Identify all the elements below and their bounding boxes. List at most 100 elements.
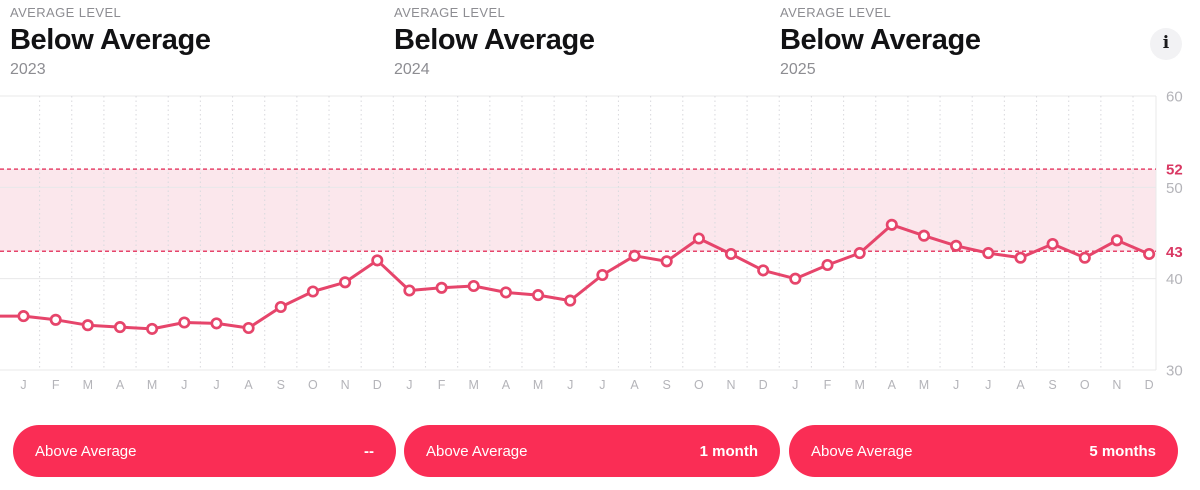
month-tick-label: J <box>181 378 187 392</box>
month-tick-label: F <box>52 378 60 392</box>
data-point[interactable] <box>789 272 802 285</box>
year-panel-header-2023: AVERAGE LEVEL Below Average 2023 <box>10 3 211 79</box>
data-point[interactable] <box>499 286 512 299</box>
month-tick-label: M <box>533 378 543 392</box>
month-tick-label: J <box>985 378 991 392</box>
month-tick-label: A <box>502 378 511 392</box>
data-point[interactable] <box>950 239 963 252</box>
data-point[interactable] <box>17 310 30 323</box>
data-point[interactable] <box>596 268 609 282</box>
data-point[interactable] <box>403 284 416 297</box>
month-tick-label: A <box>888 378 897 392</box>
data-point[interactable] <box>49 313 62 326</box>
month-tick-label: A <box>116 378 125 392</box>
data-point[interactable] <box>371 254 384 267</box>
above-average-summary-pill-2023[interactable]: Above Average -- <box>13 425 396 477</box>
average-level-eyebrow: AVERAGE LEVEL <box>780 5 892 20</box>
data-point[interactable] <box>821 258 834 272</box>
data-point[interactable] <box>982 247 995 260</box>
month-tick-label: D <box>759 378 768 392</box>
month-tick-label: J <box>20 378 26 392</box>
month-tick-label: N <box>341 378 350 392</box>
info-icon: i <box>1162 32 1170 53</box>
data-point[interactable] <box>242 321 255 335</box>
average-level-eyebrow: AVERAGE LEVEL <box>10 5 122 20</box>
pill-label: Above Average <box>811 442 913 460</box>
data-point[interactable] <box>724 247 738 261</box>
month-tick-label: M <box>83 378 93 392</box>
month-tick-label: M <box>919 378 929 392</box>
month-tick-label: S <box>663 378 671 392</box>
info-button[interactable]: i <box>1150 28 1182 60</box>
month-tick-label: A <box>244 378 253 392</box>
month-tick-label: O <box>1080 378 1090 392</box>
year-label: 2025 <box>780 61 816 78</box>
data-point[interactable] <box>1014 251 1027 264</box>
month-tick-label: J <box>599 378 605 392</box>
data-point[interactable] <box>435 281 448 294</box>
data-point[interactable] <box>306 285 319 298</box>
data-point[interactable] <box>113 321 127 334</box>
above-average-summary-pill-2025[interactable]: Above Average 5 months <box>789 425 1178 477</box>
pill-value: 1 month <box>699 442 758 460</box>
data-point[interactable] <box>692 232 705 245</box>
data-point[interactable] <box>1110 234 1123 247</box>
average-level-value: Below Average <box>394 24 595 56</box>
month-tick-label: D <box>1145 378 1154 392</box>
month-tick-label: S <box>277 378 285 392</box>
pill-label: Above Average <box>35 442 137 460</box>
data-point[interactable] <box>146 322 159 335</box>
reference-band <box>0 169 1156 252</box>
month-tick-label: J <box>567 378 573 392</box>
data-point[interactable] <box>178 316 191 329</box>
data-point[interactable] <box>532 289 545 302</box>
y-tick-label: 60 <box>1166 90 1183 106</box>
month-tick-label: M <box>854 378 864 392</box>
data-point[interactable] <box>885 218 898 231</box>
month-tick-label: F <box>824 378 832 392</box>
average-level-value: Below Average <box>780 24 981 56</box>
month-tick-label: A <box>630 378 639 392</box>
data-point[interactable] <box>564 294 577 307</box>
month-tick-label: O <box>308 378 318 392</box>
data-point[interactable] <box>917 229 931 242</box>
data-point[interactable] <box>467 279 480 293</box>
monthly-trend-chart[interactable]: J F M A M J J A S O N D J F M A M J J A S O N D J F M A M J J A S O N D 60 50… <box>0 90 1200 400</box>
average-level-eyebrow: AVERAGE LEVEL <box>394 5 506 20</box>
data-point[interactable] <box>660 255 673 268</box>
month-tick-label: N <box>1112 378 1121 392</box>
month-tick-label: D <box>373 378 382 392</box>
data-point[interactable] <box>274 300 287 314</box>
data-point[interactable] <box>339 276 352 289</box>
year-panel-header-2025: AVERAGE LEVEL Below Average 2025 <box>780 3 981 79</box>
month-tick-label: J <box>406 378 412 392</box>
month-tick-label: O <box>694 378 704 392</box>
data-point[interactable] <box>1078 251 1091 264</box>
month-tick-label: M <box>147 378 157 392</box>
data-point[interactable] <box>628 249 641 262</box>
month-tick-label: N <box>726 378 735 392</box>
y-tick-label-accent: 43 <box>1166 244 1183 261</box>
year-label: 2023 <box>10 61 46 78</box>
month-tick-label: A <box>1016 378 1025 392</box>
y-tick-label: 50 <box>1166 180 1183 197</box>
month-tick-label: J <box>213 378 219 392</box>
y-tick-label-accent: 52 <box>1166 162 1183 179</box>
data-point[interactable] <box>210 317 223 330</box>
data-point[interactable] <box>757 264 770 277</box>
month-tick-label: F <box>438 378 446 392</box>
above-average-summary-pill-2024[interactable]: Above Average 1 month <box>404 425 780 477</box>
data-point[interactable] <box>1143 247 1156 261</box>
year-panel-header-2024: AVERAGE LEVEL Below Average 2024 <box>394 3 595 79</box>
data-point[interactable] <box>853 247 866 260</box>
y-tick-label: 30 <box>1166 363 1183 380</box>
average-level-value: Below Average <box>10 24 211 56</box>
month-tick-label: S <box>1048 378 1056 392</box>
year-label: 2024 <box>394 61 430 78</box>
data-point[interactable] <box>1046 237 1059 251</box>
pill-value: -- <box>364 442 374 460</box>
month-tick-label: M <box>468 378 478 392</box>
month-tick-label: J <box>792 378 798 392</box>
data-point[interactable] <box>81 319 94 332</box>
